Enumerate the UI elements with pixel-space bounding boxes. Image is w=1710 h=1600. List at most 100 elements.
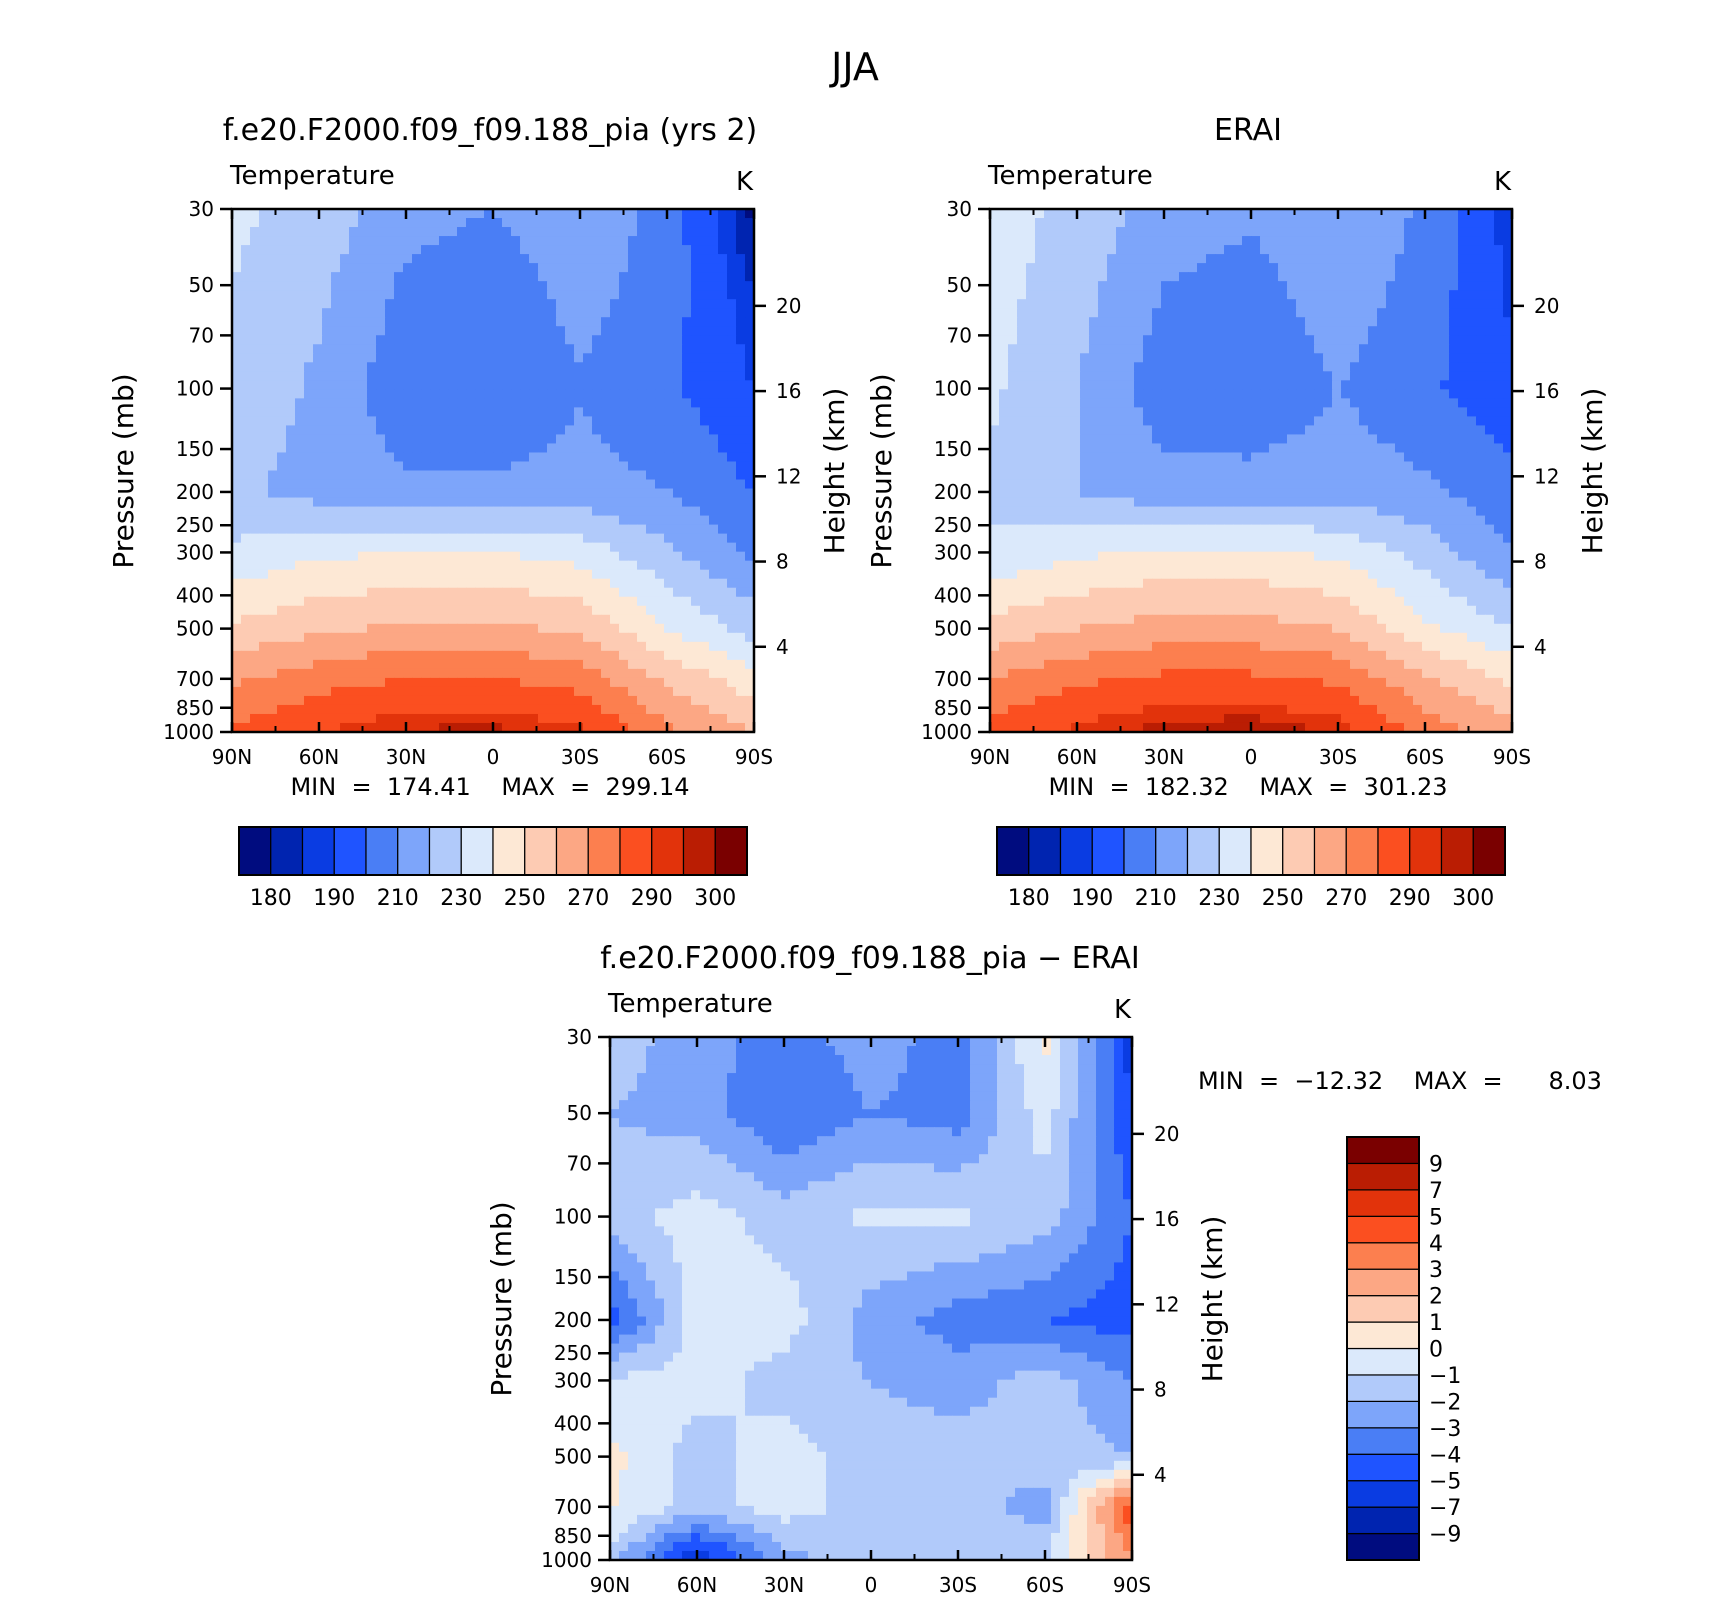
contour-cell <box>349 353 359 363</box>
contour-cell <box>1107 434 1117 445</box>
contour-cell <box>268 659 278 670</box>
contour-cell <box>268 497 278 508</box>
contour-cell <box>574 650 584 661</box>
contour-cell <box>745 281 755 291</box>
contour-cell <box>1260 236 1270 246</box>
contour-cell <box>457 551 467 562</box>
contour-cell <box>412 560 422 571</box>
contour-cell <box>268 443 278 454</box>
contour-cell <box>1386 227 1396 237</box>
contour-cell <box>241 695 251 706</box>
contour-cell <box>1341 353 1351 363</box>
contour-cell <box>628 686 638 697</box>
contour-cell <box>999 371 1009 381</box>
contour-cell <box>628 371 638 381</box>
contour-cell <box>637 542 647 553</box>
contour-cell <box>1359 209 1369 219</box>
contour-cell <box>700 533 710 544</box>
contour-cell <box>601 695 611 706</box>
contour-cell <box>340 416 350 427</box>
contour-cell <box>646 398 656 408</box>
contour-cell <box>727 434 737 445</box>
contour-cell <box>448 371 458 381</box>
contour-cell <box>1125 443 1135 454</box>
contour-cell <box>682 443 692 454</box>
contour-cell <box>1341 362 1351 372</box>
contour-cell <box>457 389 467 399</box>
contour-cell <box>232 227 242 237</box>
contour-cell <box>466 290 476 300</box>
contour-cell <box>439 686 449 697</box>
contour-cell <box>340 596 350 607</box>
contour-cell <box>592 236 602 246</box>
contour-cell <box>1494 227 1504 237</box>
contour-cell <box>1215 290 1225 300</box>
contour-cell <box>403 452 413 463</box>
contour-cell <box>268 713 278 724</box>
contour-cell <box>1458 254 1468 264</box>
contour-cell <box>286 362 296 372</box>
contour-cell <box>1431 209 1441 219</box>
contour-cell <box>493 317 503 327</box>
contour-cell <box>556 641 566 652</box>
contour-cell <box>628 227 638 237</box>
contour-cell <box>241 524 251 535</box>
contour-cell <box>664 632 674 643</box>
contour-cell <box>682 533 692 544</box>
contour-cell <box>700 560 710 571</box>
contour-cell <box>241 722 251 733</box>
contour-cell <box>493 371 503 381</box>
contour-cell <box>556 614 566 625</box>
contour-cell <box>322 641 332 652</box>
contour-cell <box>286 677 296 688</box>
contour-cell <box>628 506 638 517</box>
contour-cell <box>547 623 557 634</box>
contour-cell <box>286 695 296 706</box>
contour-cell <box>700 344 710 354</box>
contour-cell <box>592 722 602 733</box>
contour-cell <box>439 632 449 643</box>
contour-cell <box>232 533 242 544</box>
contour-cell <box>610 272 620 282</box>
contour-cell <box>268 299 278 309</box>
contour-cell <box>1377 308 1387 318</box>
contour-cell <box>277 443 287 454</box>
contour-cell <box>619 470 629 481</box>
contour-cell <box>1377 227 1387 237</box>
contour-cell <box>268 452 278 463</box>
contour-cell <box>727 506 737 517</box>
contour-cell <box>511 272 521 282</box>
contour-cell <box>1206 317 1216 327</box>
contour-cell <box>700 416 710 427</box>
contour-cell <box>529 461 539 472</box>
contour-cell <box>511 686 521 697</box>
contour-cell <box>990 380 1000 390</box>
contour-cell <box>268 398 278 408</box>
contour-cell <box>628 470 638 481</box>
contour-cell <box>628 317 638 327</box>
contour-cell <box>655 587 665 598</box>
contour-cell <box>574 272 584 282</box>
contour-cell <box>601 263 611 273</box>
contour-cell <box>538 407 548 417</box>
contour-cell <box>1053 236 1063 246</box>
contour-cell <box>277 371 287 381</box>
contour-cell <box>1035 299 1045 309</box>
contour-cell <box>1305 308 1315 318</box>
contour-cell <box>583 254 593 264</box>
contour-cell <box>628 659 638 670</box>
contour-cell <box>493 506 503 517</box>
contour-cell <box>1242 425 1252 436</box>
contour-cell <box>493 587 503 598</box>
contour-cell <box>1422 209 1432 219</box>
contour-cell <box>1233 209 1243 219</box>
contour-cell <box>1449 371 1459 381</box>
contour-cell <box>493 641 503 652</box>
contour-cell <box>484 299 494 309</box>
contour-cell <box>322 452 332 463</box>
contour-cell <box>1359 362 1369 372</box>
contour-cell <box>403 425 413 436</box>
contour-cell <box>268 569 278 580</box>
contour-cell <box>367 524 377 535</box>
contour-cell <box>691 380 701 390</box>
